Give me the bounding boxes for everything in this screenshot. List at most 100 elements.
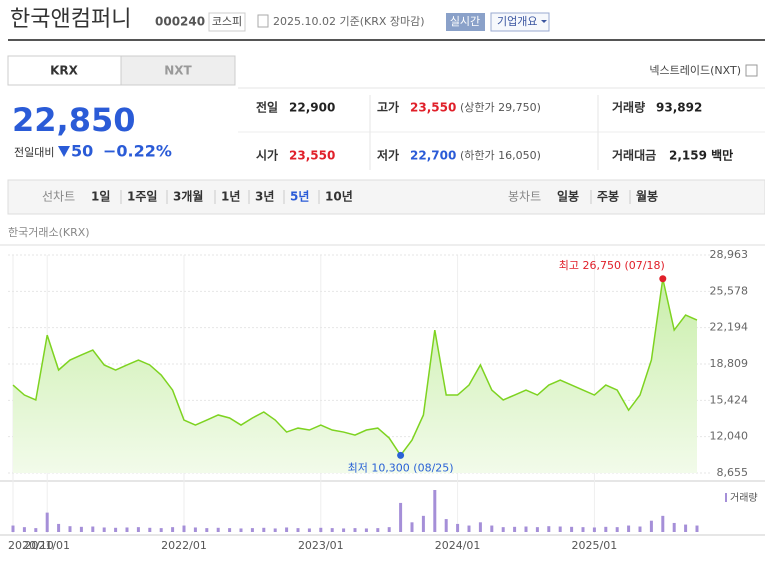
volume-bar [136, 527, 140, 532]
period-button[interactable]: 1주일 [127, 190, 157, 204]
volume-bar [570, 526, 574, 532]
volume-bar [672, 522, 676, 532]
stock-code: 000240 [155, 15, 205, 29]
stat-value: 22,700 [410, 149, 456, 163]
stat-label: 저가 [377, 148, 399, 163]
tab-label: KRX [50, 64, 79, 78]
volume-bar [410, 522, 414, 532]
nxt-link[interactable]: 넥스트레이드(NXT) [649, 64, 741, 77]
volume-bar [558, 526, 562, 532]
volume-bar [661, 515, 665, 532]
volume-bar [285, 527, 289, 532]
volume-bar [433, 490, 437, 532]
annotation: 최저 10,300 (08/25) [348, 461, 454, 474]
stat-value: 23,550 [410, 101, 456, 115]
volume-bar [79, 526, 83, 532]
volume-bar [478, 522, 482, 532]
volume-bar [22, 527, 26, 532]
period-button[interactable]: 일봉 [557, 190, 579, 204]
volume-bar [148, 527, 152, 532]
stat-value: 23,550 [289, 149, 335, 163]
period-button[interactable]: 5년 [290, 190, 309, 204]
volume-bar [193, 527, 197, 532]
period-button[interactable]: 10년 [325, 190, 353, 204]
tab-nxt[interactable] [120, 55, 236, 86]
volume-bar [342, 528, 346, 532]
period-button[interactable]: 3개월 [173, 189, 203, 204]
legend-swatch [725, 493, 727, 502]
volume-bar [364, 528, 368, 532]
volume-bar [501, 527, 505, 532]
change-pct: −0.22% [103, 142, 172, 161]
price-area [13, 278, 697, 473]
volume-bar [387, 527, 391, 532]
y-tick-label: 25,578 [710, 284, 749, 297]
company-info-label: 기업개요 [497, 15, 537, 28]
stat-value: 2,159 백만 [669, 148, 733, 163]
volume-bar [456, 523, 460, 532]
period-button[interactable]: 주봉 [597, 190, 619, 204]
x-tick-label: 2021/01 [24, 539, 70, 552]
stat-label: 고가 [377, 100, 399, 115]
company-info-button[interactable] [490, 12, 550, 32]
price: 22,850 [12, 101, 135, 139]
calendar-icon [257, 14, 269, 28]
volume-bar [91, 526, 95, 532]
volume-bar [444, 519, 448, 532]
volume-bar [228, 528, 232, 532]
chart-subtitle: 한국거래소(KRX) [8, 226, 90, 239]
volume-bar [513, 526, 517, 532]
period-button[interactable]: 1일 [91, 190, 110, 204]
volume-bar [250, 528, 254, 532]
quote-date: 2025.10.02 기준(KRX 장마감) [273, 15, 425, 28]
stat-value: 93,892 [656, 101, 702, 115]
realtime-button[interactable] [446, 13, 485, 31]
volume-bar [615, 527, 619, 532]
period-button[interactable]: 월봉 [636, 189, 658, 204]
volume-bar [695, 525, 699, 532]
y-tick-label: 18,809 [710, 357, 749, 370]
volume-bar [627, 525, 631, 532]
line-chart-label: 선차트 [42, 190, 75, 204]
x-tick-label: 2023/01 [298, 539, 344, 552]
period-button[interactable]: 1년 [221, 190, 240, 204]
down-arrow [58, 146, 70, 157]
price-line [12, 278, 698, 457]
volume-bar [581, 527, 585, 532]
volume-bar [296, 528, 300, 532]
volume-bar [216, 527, 220, 532]
stat-label: 거래량 [612, 100, 645, 115]
volume-bar [467, 525, 471, 532]
legend-label: 거래량 [730, 492, 758, 504]
realtime-label: 실시간 [450, 15, 480, 28]
x-tick-label: 2022/01 [161, 539, 207, 552]
stat-note: (상한가 29,750) [460, 101, 541, 114]
y-tick-label: 28,963 [710, 248, 749, 261]
volume-bar [376, 528, 380, 532]
volume-bar [114, 527, 118, 532]
period-button[interactable]: 3년 [255, 190, 274, 204]
nxt-checkbox[interactable] [745, 64, 758, 77]
tab-label: NXT [164, 64, 192, 78]
y-tick-label: 15,424 [710, 393, 749, 406]
volume-bar [171, 527, 175, 532]
extreme-marker [659, 275, 667, 283]
candle-chart-label: 봉차트 [508, 190, 541, 204]
volume-bar [34, 528, 38, 532]
y-tick-label: 12,040 [710, 430, 749, 443]
volume-bar [159, 528, 163, 532]
tab-krx[interactable] [7, 55, 122, 86]
toolbar [7, 179, 765, 215]
stat-label: 시가 [256, 148, 278, 163]
y-tick-label: 8,655 [717, 466, 749, 479]
volume-bar [399, 502, 403, 532]
y-tick-label: 22,194 [710, 321, 749, 334]
dropdown-arrow [541, 20, 547, 23]
company-name: 한국앤컴퍼니 [10, 7, 131, 32]
volume-bar [319, 527, 323, 532]
extreme-marker [397, 451, 405, 459]
volume-bar [684, 524, 688, 532]
stat-note: (하한가 16,050) [460, 148, 541, 162]
x-tick-label: 2020/10 [8, 539, 54, 552]
